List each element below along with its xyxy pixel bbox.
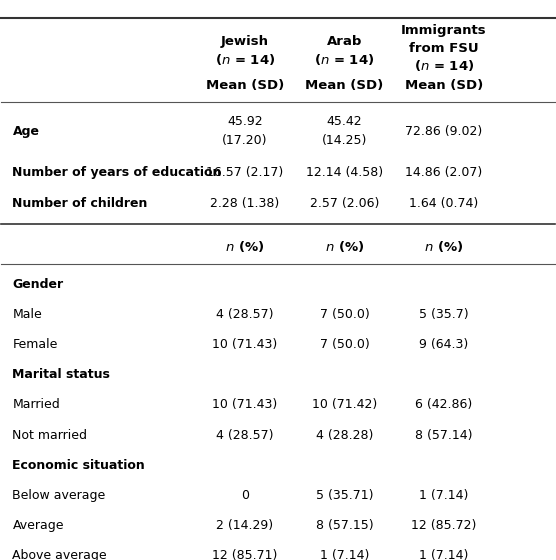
Text: 1.64 (0.74): 1.64 (0.74) [409, 198, 479, 211]
Text: 4 (28.28): 4 (28.28) [316, 428, 373, 441]
Text: 10 (71.42): 10 (71.42) [312, 399, 377, 412]
Text: Marital status: Marital status [12, 368, 110, 381]
Text: 12 (85.71): 12 (85.71) [212, 549, 277, 560]
Text: $\it{n}$ (%): $\it{n}$ (%) [424, 240, 464, 254]
Text: Age: Age [12, 125, 39, 138]
Text: Arab: Arab [327, 35, 362, 48]
Text: ($\it{n}$ = 14): ($\it{n}$ = 14) [314, 52, 375, 67]
Text: 7 (50.0): 7 (50.0) [320, 308, 369, 321]
Text: Male: Male [12, 308, 42, 321]
Text: 10 (71.43): 10 (71.43) [212, 399, 277, 412]
Text: 12.14 (4.58): 12.14 (4.58) [306, 166, 383, 179]
Text: 5 (35.7): 5 (35.7) [419, 308, 469, 321]
Text: 0: 0 [241, 489, 249, 502]
Text: 16.57 (2.17): 16.57 (2.17) [206, 166, 284, 179]
Text: Mean (SD): Mean (SD) [305, 80, 384, 92]
Text: 9 (64.3): 9 (64.3) [419, 338, 469, 351]
Text: $\it{n}$ (%): $\it{n}$ (%) [325, 240, 364, 254]
Text: Above average: Above average [12, 549, 107, 560]
Text: 8 (57.14): 8 (57.14) [415, 428, 473, 441]
Text: $\it{n}$ (%): $\it{n}$ (%) [225, 240, 265, 254]
Text: Mean (SD): Mean (SD) [206, 80, 284, 92]
Text: 4 (28.57): 4 (28.57) [216, 308, 274, 321]
Text: 1 (7.14): 1 (7.14) [419, 489, 469, 502]
Text: Immigrants: Immigrants [401, 25, 487, 38]
Text: Economic situation: Economic situation [12, 459, 145, 472]
Text: (14.25): (14.25) [322, 133, 367, 147]
Text: 4 (28.57): 4 (28.57) [216, 428, 274, 441]
Text: Gender: Gender [12, 278, 63, 291]
Text: 10 (71.43): 10 (71.43) [212, 338, 277, 351]
Text: 2.57 (2.06): 2.57 (2.06) [310, 198, 379, 211]
Text: 45.42: 45.42 [326, 115, 362, 128]
Text: Average: Average [12, 519, 64, 532]
Text: Not married: Not married [12, 428, 87, 441]
Text: (17.20): (17.20) [222, 133, 267, 147]
Text: 2.28 (1.38): 2.28 (1.38) [210, 198, 280, 211]
Text: 45.92: 45.92 [227, 115, 262, 128]
Text: 72.86 (9.02): 72.86 (9.02) [405, 125, 483, 138]
Text: 8 (57.15): 8 (57.15) [316, 519, 373, 532]
Text: 7 (50.0): 7 (50.0) [320, 338, 369, 351]
Text: 2 (14.29): 2 (14.29) [216, 519, 274, 532]
Text: Jewish: Jewish [221, 35, 269, 48]
Text: 5 (35.71): 5 (35.71) [316, 489, 373, 502]
Text: 1 (7.14): 1 (7.14) [419, 549, 469, 560]
Text: Mean (SD): Mean (SD) [405, 80, 483, 92]
Text: 14.86 (2.07): 14.86 (2.07) [405, 166, 483, 179]
Text: ($\it{n}$ = 14): ($\it{n}$ = 14) [414, 58, 474, 73]
Text: ($\it{n}$ = 14): ($\it{n}$ = 14) [215, 52, 275, 67]
Text: Number of children: Number of children [12, 198, 148, 211]
Text: Number of years of education: Number of years of education [12, 166, 222, 179]
Text: 1 (7.14): 1 (7.14) [320, 549, 369, 560]
Text: Below average: Below average [12, 489, 106, 502]
Text: Married: Married [12, 399, 60, 412]
Text: Female: Female [12, 338, 58, 351]
Text: 6 (42.86): 6 (42.86) [415, 399, 473, 412]
Text: 12 (85.72): 12 (85.72) [411, 519, 476, 532]
Text: from FSU: from FSU [409, 41, 479, 55]
